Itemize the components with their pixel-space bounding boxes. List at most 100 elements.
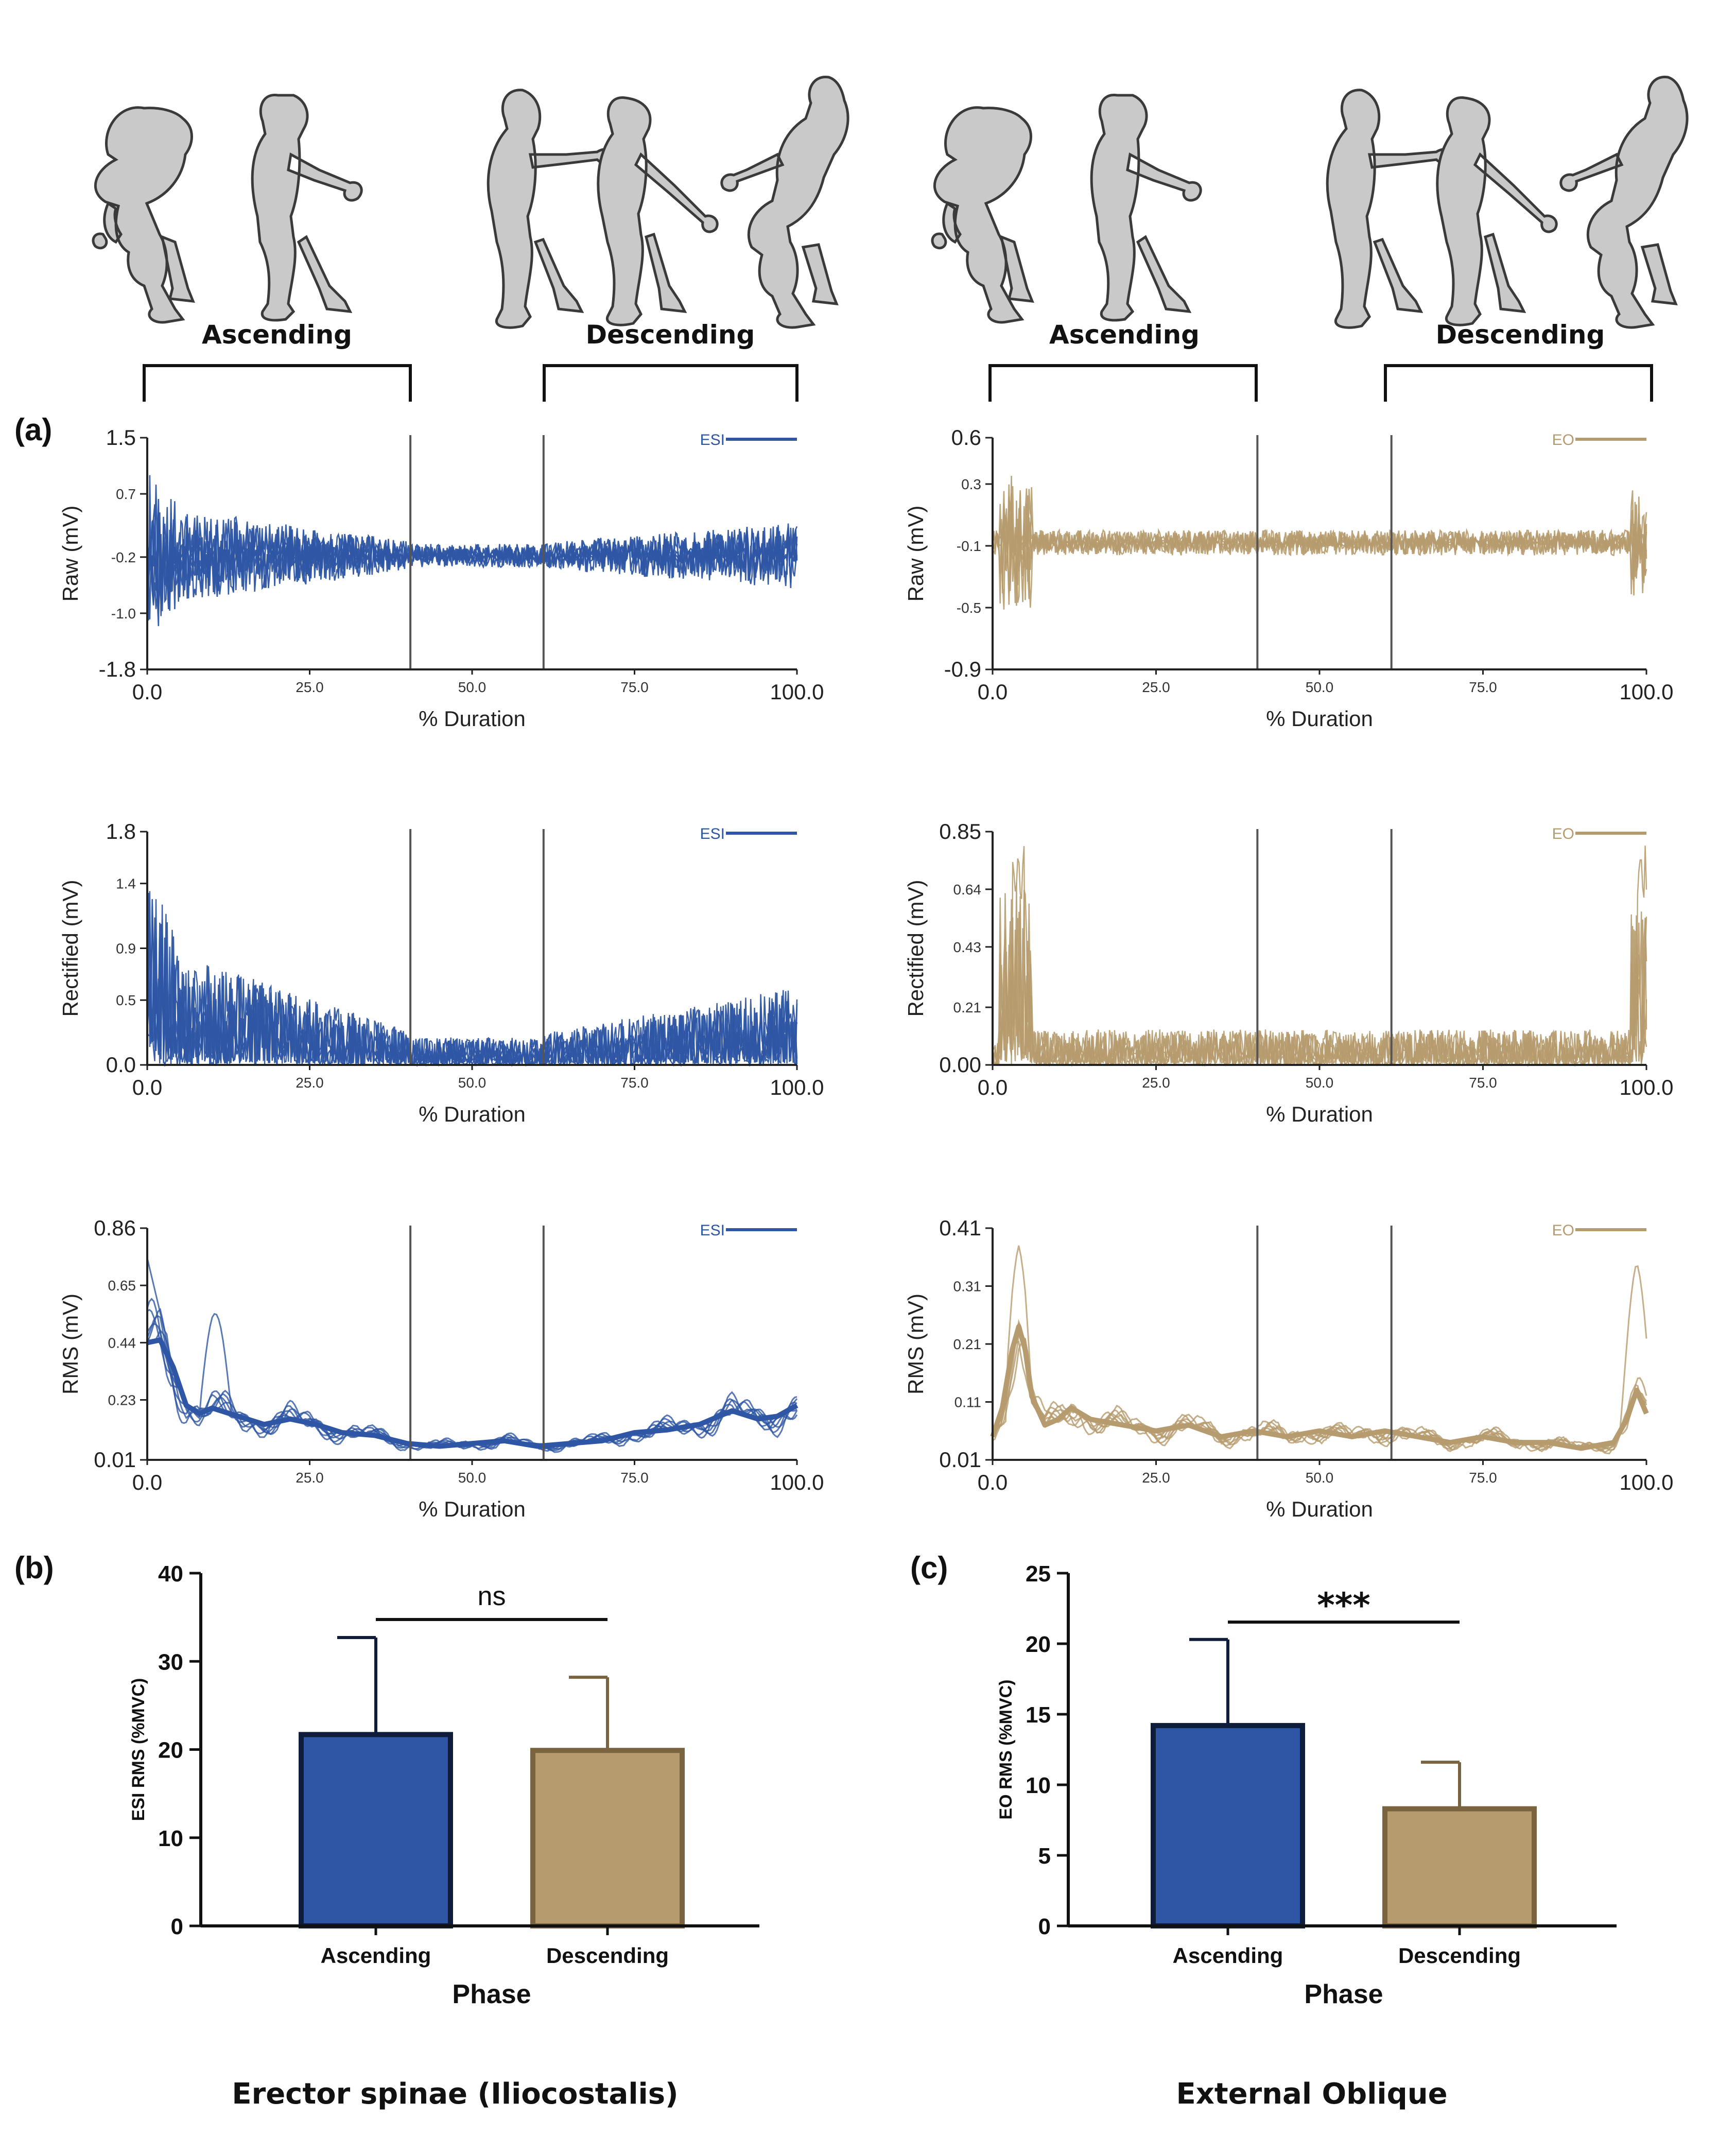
y-tick-label: 0.01 <box>939 1448 981 1472</box>
y-tick-label: 0.65 <box>108 1278 136 1294</box>
silhouette-pose-5 <box>1559 76 1689 329</box>
bracket-descending-left <box>543 364 798 402</box>
y-tick-label: 0.44 <box>108 1335 136 1351</box>
x-tick-label: 0.0 <box>132 1470 162 1494</box>
silhouette-pose-3 <box>1326 89 1454 329</box>
y-tick-label: 0.23 <box>108 1392 136 1408</box>
x-axis-title: Phase <box>452 1979 531 2009</box>
y-tick-label: 0.7 <box>116 486 136 502</box>
bar-chart-esi-bar: Ascending Descending 0 10 20 30 40 ns Phase ESI R… <box>129 1561 759 2009</box>
y-tick-label: 0.21 <box>953 1000 982 1015</box>
y-tick-label: 0.11 <box>954 1394 981 1410</box>
trace-6 <box>992 504 1647 610</box>
trace-6 <box>992 911 1647 1067</box>
legend-label: ESI <box>700 825 725 842</box>
x-tick-label: 100.0 <box>1619 1075 1673 1099</box>
trace-6 <box>146 485 798 611</box>
legend: EO <box>1552 432 1646 449</box>
x-tick-label: 50.0 <box>458 1470 487 1486</box>
silhouette-pose-1 <box>931 106 1034 324</box>
y-tick-label: 15 <box>1026 1702 1051 1728</box>
trace-5 <box>992 488 1647 595</box>
x-tick-label: 25.0 <box>296 679 324 695</box>
legend: ESI <box>700 432 797 449</box>
trace-5 <box>992 882 1647 1067</box>
category-label: Ascending <box>1173 1943 1283 1968</box>
legend: EO <box>1552 825 1646 842</box>
panel-esi-rect: 1.8 0.0 1.4 0.9 0.5 0.0 100.0 25.0 50.0 75.0 % Dur… <box>58 819 824 1126</box>
y-tick-label: -0.5 <box>957 600 981 616</box>
x-tick-label: 100.0 <box>770 680 824 704</box>
x-tick-label: 0.0 <box>132 680 162 704</box>
y-tick-label: 0.41 <box>939 1216 981 1240</box>
x-tick-label: 0.0 <box>132 1075 162 1099</box>
y-tick-label: 0.00 <box>939 1053 981 1077</box>
x-tick-label: 0.0 <box>978 680 1008 704</box>
panel-eo-rect: 0.85 0.00 0.64 0.43 0.21 0.0 100.0 25.0 50.0 75.0… <box>904 819 1674 1126</box>
x-axis-title: % Duration <box>1266 1102 1373 1126</box>
silhouette-pose-5 <box>720 76 849 329</box>
legend-label: EO <box>1552 825 1574 842</box>
y-tick-label: 0 <box>171 1914 183 1939</box>
muscle-label-right: External Oblique <box>1176 2077 1447 2111</box>
panel-eo-raw: 0.6 -0.9 0.3 -0.1 -0.5 0.0 100.0 25.0 50.0 75.0 % … <box>904 425 1674 731</box>
signal-traces <box>992 846 1647 1067</box>
x-tick-label: 100.0 <box>770 1075 824 1099</box>
bracket-ascending-right <box>988 364 1258 402</box>
x-tick-label: 100.0 <box>1619 1470 1673 1494</box>
x-tick-label: 100.0 <box>1619 680 1673 704</box>
bar-descending <box>1382 1806 1537 1929</box>
x-axis-title: % Duration <box>419 1102 526 1126</box>
significance-label: *** <box>1317 1586 1370 1625</box>
legend-label: ESI <box>700 432 725 449</box>
y-tick-label: 0.6 <box>951 425 981 450</box>
x-tick-label: 75.0 <box>1469 679 1497 695</box>
rms-trace-7 <box>992 1340 1647 1452</box>
y-axis-title: Rectified (mV) <box>58 880 82 1017</box>
category-label: Descending <box>1398 1943 1521 1968</box>
x-axis-title: % Duration <box>419 707 526 731</box>
y-tick-label: 10 <box>158 1826 183 1851</box>
trace-1 <box>992 846 1647 1067</box>
silhouette-group-left <box>92 76 849 329</box>
significance-label: ns <box>478 1581 506 1611</box>
panel-esi-rms: 0.86 0.01 0.65 0.44 0.23 0.0 100.0 25.0 50.0 75.0… <box>58 1216 824 1521</box>
y-tick-label: 0.0 <box>106 1053 136 1077</box>
x-tick-label: 0.0 <box>978 1075 1008 1099</box>
y-tick-label: 0 <box>1038 1914 1051 1939</box>
y-axis-title: ESI RMS (%MVC) <box>129 1678 148 1821</box>
trace-2 <box>992 846 1647 1067</box>
x-tick-label: 50.0 <box>1306 679 1334 695</box>
bracket-descending-right <box>1384 364 1653 402</box>
legend-label: EO <box>1552 1222 1574 1239</box>
bar-descending <box>530 1748 685 1928</box>
y-tick-label: 0.3 <box>961 476 981 492</box>
y-tick-label: 0.31 <box>953 1279 982 1295</box>
rms-trace-3 <box>992 1245 1647 1455</box>
signal-traces <box>146 475 798 626</box>
silhouette-pose-4 <box>1436 96 1558 326</box>
silhouette-pose-2 <box>251 94 363 322</box>
y-tick-label: 30 <box>158 1649 183 1675</box>
y-tick-label: 0.43 <box>953 939 982 955</box>
x-axis-title: Phase <box>1304 1979 1383 2009</box>
y-tick-label: 0.85 <box>939 819 981 843</box>
phase-label-descending-right: Descending <box>1436 320 1605 350</box>
category-label: Ascending <box>321 1943 431 1968</box>
category-label: Descending <box>546 1943 669 1968</box>
bracket-ascending-left <box>143 364 412 402</box>
signal-traces <box>146 891 798 1067</box>
y-tick-label: -1.8 <box>99 657 136 681</box>
y-tick-label: -0.1 <box>957 538 981 554</box>
x-tick-label: 75.0 <box>1469 1470 1497 1486</box>
y-tick-label: 20 <box>1026 1632 1051 1657</box>
bar-ascending <box>299 1732 453 1928</box>
x-tick-label: 25.0 <box>1142 1075 1170 1091</box>
x-axis-title: % Duration <box>419 1497 526 1521</box>
silhouette-pose-4 <box>597 96 719 326</box>
phase-label-ascending-left: Ascending <box>202 320 352 350</box>
y-tick-label: 5 <box>1038 1844 1051 1869</box>
y-axis-title: Rectified (mV) <box>904 880 928 1017</box>
rms-bar-panels: Ascending Descending 0 10 20 30 40 ns Phase ESI R… <box>129 1561 1617 2009</box>
